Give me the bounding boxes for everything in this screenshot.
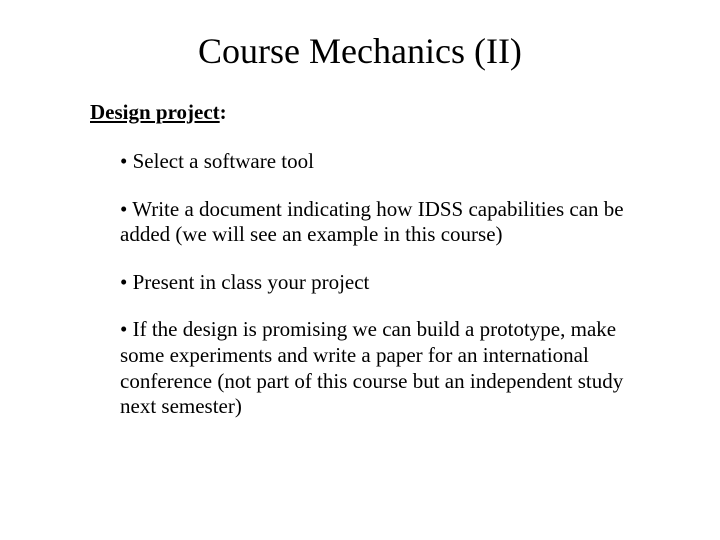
- bullet-item: Write a document indicating how IDSS cap…: [120, 197, 650, 248]
- bullet-item: Present in class your project: [120, 270, 650, 296]
- subheading-colon: :: [220, 100, 227, 125]
- subheading: Design project:: [90, 100, 670, 125]
- bullet-item: If the design is promising we can build …: [120, 317, 650, 419]
- bullet-list: Select a software tool Write a document …: [120, 149, 650, 420]
- slide: Course Mechanics (II) Design project: Se…: [0, 0, 720, 540]
- slide-title: Course Mechanics (II): [50, 30, 670, 72]
- subheading-text: Design project: [90, 100, 220, 125]
- bullet-item: Select a software tool: [120, 149, 650, 175]
